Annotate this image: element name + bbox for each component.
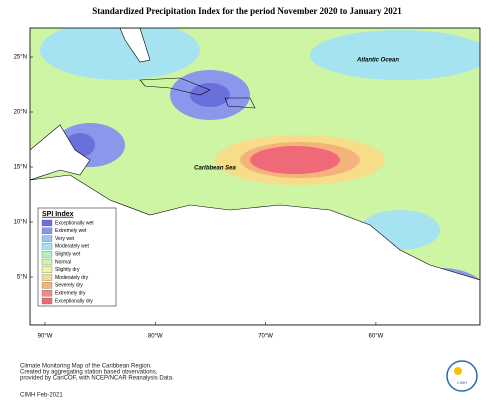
lon-tick-label: 70°W — [258, 334, 273, 340]
legend-label: Exceptionally dry — [55, 298, 93, 304]
legend-label: Very wet — [55, 236, 75, 242]
footer-line: Climate Monitoring Map of the Caribbean … — [20, 364, 152, 370]
lat-tick-label: 20°N — [14, 110, 27, 116]
logo-text: CIMH — [457, 380, 467, 385]
lon-tick-label: 90°W — [38, 334, 53, 340]
title: Standardized Precipitation Index for the… — [92, 6, 402, 16]
legend-swatch — [41, 251, 53, 258]
florida-land — [119, 28, 151, 63]
anomaly — [190, 83, 230, 107]
legend-title: SPI Index — [42, 211, 74, 218]
footer: Climate Monitoring Map of the Caribbean … — [20, 364, 174, 382]
lat-tick-label: 15°N — [14, 165, 27, 171]
legend-label: Slightly dry — [55, 267, 80, 273]
anomaly — [310, 30, 480, 80]
footer-line: Created by aggregating station based obs… — [20, 370, 158, 376]
lon-tick-label: 60°W — [369, 334, 384, 340]
legend-label: Exceptionally wet — [55, 220, 94, 226]
lat-tick-label: 25°N — [14, 55, 27, 61]
legend-label: Severely dry — [55, 283, 83, 289]
sea-label: Caribbean Sea — [194, 166, 236, 172]
legend-label: Moderately wet — [55, 244, 90, 250]
legend-label: Slightly wet — [55, 252, 81, 258]
credit: CIMH Feb-2021 — [20, 393, 63, 399]
legend-swatch — [41, 266, 53, 273]
map-area — [30, 28, 480, 325]
legend-label: Normal — [55, 259, 71, 265]
lat-tick-label: 10°N — [14, 220, 27, 226]
legend-swatch — [41, 290, 53, 297]
legend-swatch — [41, 227, 53, 234]
lon-tick-label: 80°W — [148, 334, 163, 340]
footer-line: provided by CariCOF, with NCEP/NCAR Rean… — [20, 376, 174, 382]
anomaly — [40, 28, 200, 80]
south-america-land — [30, 174, 480, 325]
logo-sun — [454, 367, 462, 375]
legend-swatch — [41, 282, 53, 289]
legend-swatch — [41, 274, 53, 281]
hispaniola-outline — [224, 97, 256, 109]
legend-swatch — [41, 297, 53, 305]
legend-label: Extremely dry — [55, 291, 86, 297]
logo — [446, 360, 478, 392]
legend: Exceptionally wet Extremely wet Very wet Mo… — [41, 219, 94, 305]
central-america-land — [30, 124, 91, 181]
lat-tick-label: 5°N — [17, 275, 27, 281]
map-frame — [29, 27, 481, 326]
legend-swatch — [41, 235, 53, 242]
legend-label: Extremely wet — [55, 228, 87, 234]
legend-swatch — [41, 243, 53, 250]
anomaly — [250, 146, 340, 174]
cuba-outline — [139, 77, 211, 96]
legend-label: Moderately dry — [55, 275, 89, 281]
legend-swatch — [41, 219, 53, 227]
ocean-label: Atlantic Ocean — [356, 58, 399, 64]
legend-swatch — [41, 258, 53, 266]
axis-ticks: 25°N 20°N 15°N 10°N 5°N 90°W 80°W 70°W 60°W — [14, 55, 384, 340]
